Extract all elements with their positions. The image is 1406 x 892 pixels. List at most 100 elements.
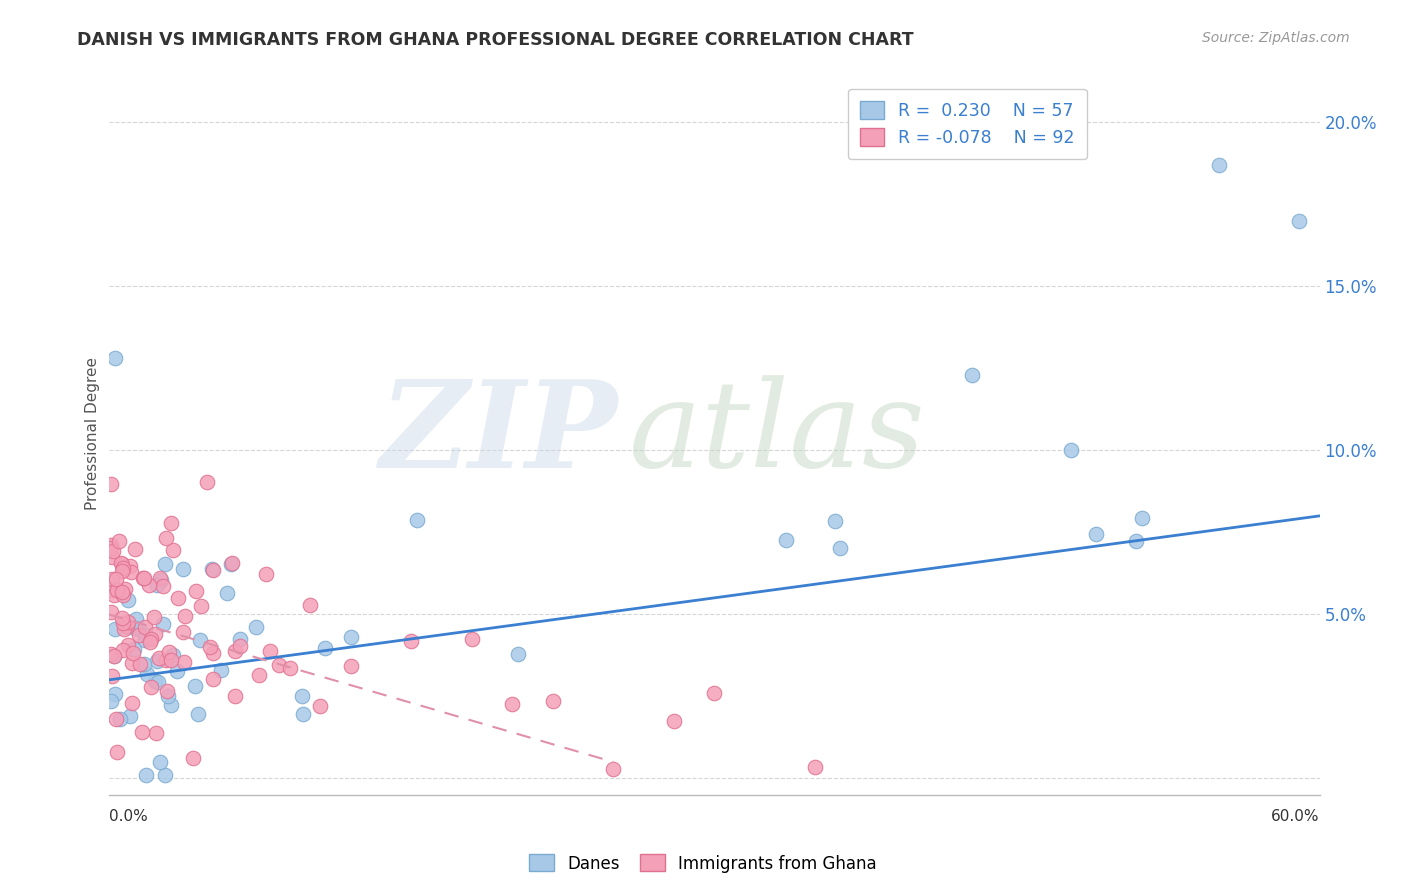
Point [339,630,361,644]
Point [150,573,173,587]
Point [101,573,124,587]
Point [105,572,128,586]
Text: ZIP: ZIP [380,375,617,493]
Point [111,561,134,575]
Point [962,368,984,382]
Text: DANISH VS IMMIGRANTS FROM GHANA PROFESSIONAL DEGREE CORRELATION CHART: DANISH VS IMMIGRANTS FROM GHANA PROFESSI… [77,31,914,49]
Point [278,660,301,674]
Point [340,659,363,673]
Point [160,698,183,712]
Point [132,657,155,671]
Point [103,648,125,663]
Point [108,712,131,726]
Point [267,657,290,672]
Point [111,588,134,602]
Point [112,623,135,637]
Point [157,645,180,659]
Point [124,621,146,635]
Point [139,632,162,646]
Point [291,706,314,721]
Point [209,664,232,678]
Point [148,651,170,665]
Point [117,638,139,652]
Point [100,538,122,552]
Point [134,620,156,634]
Point [186,584,208,599]
Point [153,768,176,782]
Point [121,657,143,671]
Point [160,653,183,667]
Point [229,632,252,646]
Point [219,558,242,572]
Point [824,514,846,528]
Point [149,571,172,585]
Point [100,605,122,619]
Point [703,685,725,699]
Point [1208,158,1230,172]
Text: 60.0%: 60.0% [1271,809,1320,824]
Point [145,726,167,740]
Point [245,620,267,634]
Point [139,680,162,694]
Point [105,582,128,597]
Point [108,533,131,548]
Point [224,689,246,703]
Point [148,675,170,690]
Point [100,648,122,662]
Point [111,616,134,631]
Point [135,768,157,782]
Point [104,687,127,701]
Point [162,648,184,663]
Point [124,542,146,557]
Point [662,714,685,729]
Point [1084,527,1107,541]
Point [110,611,132,625]
Point [215,586,238,600]
Point [111,584,134,599]
Point [104,351,127,366]
Point [202,646,225,660]
Point [148,755,170,769]
Point [187,707,209,722]
Point [121,697,143,711]
Point [775,533,797,548]
Point [112,642,135,657]
Point [152,578,174,592]
Point [224,643,246,657]
Point [172,562,194,576]
Point [120,565,142,579]
Point [128,622,150,636]
Point [115,620,138,634]
Point [405,512,427,526]
Point [167,591,190,605]
Point [1130,511,1153,525]
Legend: R =  0.230    N = 57, R = -0.078    N = 92: R = 0.230 N = 57, R = -0.078 N = 92 [848,89,1087,160]
Point [135,628,157,642]
Point [104,622,127,636]
Point [146,653,169,667]
Point [401,633,423,648]
Text: Source: ZipAtlas.com: Source: ZipAtlas.com [1202,31,1350,45]
Point [181,751,204,765]
Point [152,616,174,631]
Point [105,712,128,726]
Legend: Danes, Immigrants from Ghana: Danes, Immigrants from Ghana [523,847,883,880]
Point [190,633,212,648]
Point [830,541,852,556]
Point [162,543,184,558]
Point [195,475,218,490]
Point [804,760,827,774]
Point [101,583,124,598]
Point [122,641,145,656]
Point [173,609,195,624]
Point [173,655,195,669]
Point [103,648,125,663]
Point [221,557,243,571]
Text: atlas: atlas [630,376,927,492]
Point [101,544,124,558]
Point [1288,213,1310,227]
Point [541,694,564,708]
Point [166,664,188,678]
Point [128,657,150,671]
Point [118,708,141,723]
